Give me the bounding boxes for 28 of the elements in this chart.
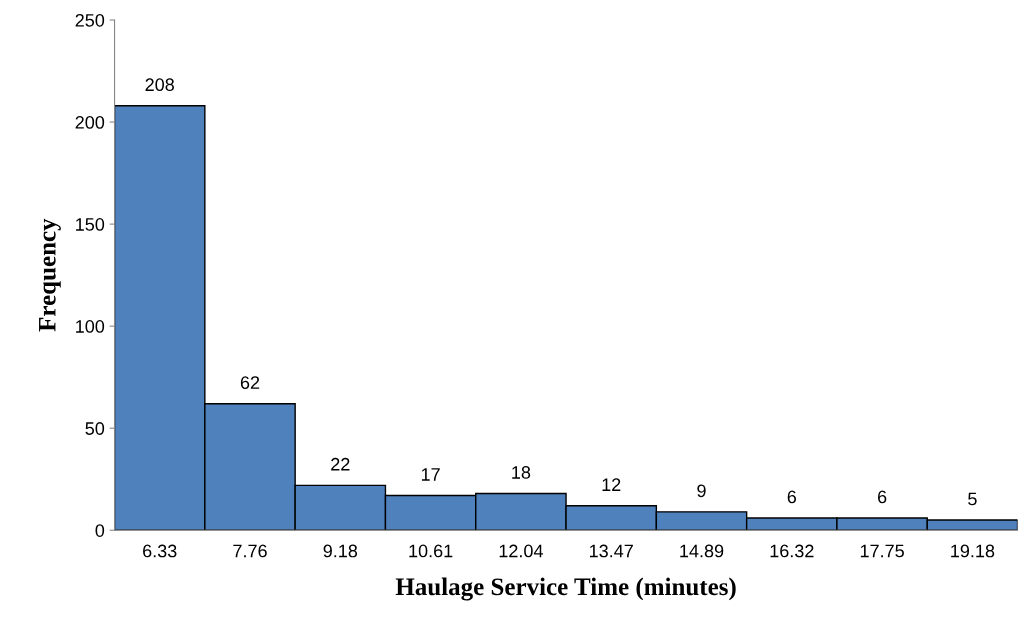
y-tick-label: 150 xyxy=(76,218,105,231)
x-tick-label: 10.61 xyxy=(409,544,453,558)
x-tick-label: 14.89 xyxy=(680,544,724,558)
data-label: 208 xyxy=(145,78,174,92)
data-label: 62 xyxy=(240,376,260,390)
y-tick-label: 100 xyxy=(76,320,105,333)
x-axis-title: Haulage Service Time (minutes) xyxy=(395,577,736,601)
data-label: 5 xyxy=(968,492,977,506)
y-tick-label: 200 xyxy=(75,116,105,129)
y-tick-label: 0 xyxy=(95,524,105,537)
x-tick-label: 16.32 xyxy=(770,544,814,558)
y-tick-label: 250 xyxy=(75,13,105,27)
y-tick-label: 50 xyxy=(85,422,105,435)
data-label: 6 xyxy=(878,490,887,504)
x-tick-label: 7.76 xyxy=(233,544,267,558)
y-axis-title: Frequency xyxy=(39,218,61,332)
x-tick-label: 12.04 xyxy=(499,544,543,558)
x-tick-label: 19.18 xyxy=(951,544,995,558)
x-tick-label: 13.47 xyxy=(589,544,633,558)
data-label: 22 xyxy=(331,457,350,471)
data-label: 18 xyxy=(512,466,531,479)
x-tick-label: 9.18 xyxy=(323,544,358,558)
x-tick-label: 6.33 xyxy=(143,544,177,558)
x-tick-label: 17.75 xyxy=(860,544,904,558)
data-label: 12 xyxy=(602,478,621,491)
data-label: 6 xyxy=(787,490,797,504)
data-label: 9 xyxy=(697,484,706,498)
data-label: 17 xyxy=(421,468,440,481)
